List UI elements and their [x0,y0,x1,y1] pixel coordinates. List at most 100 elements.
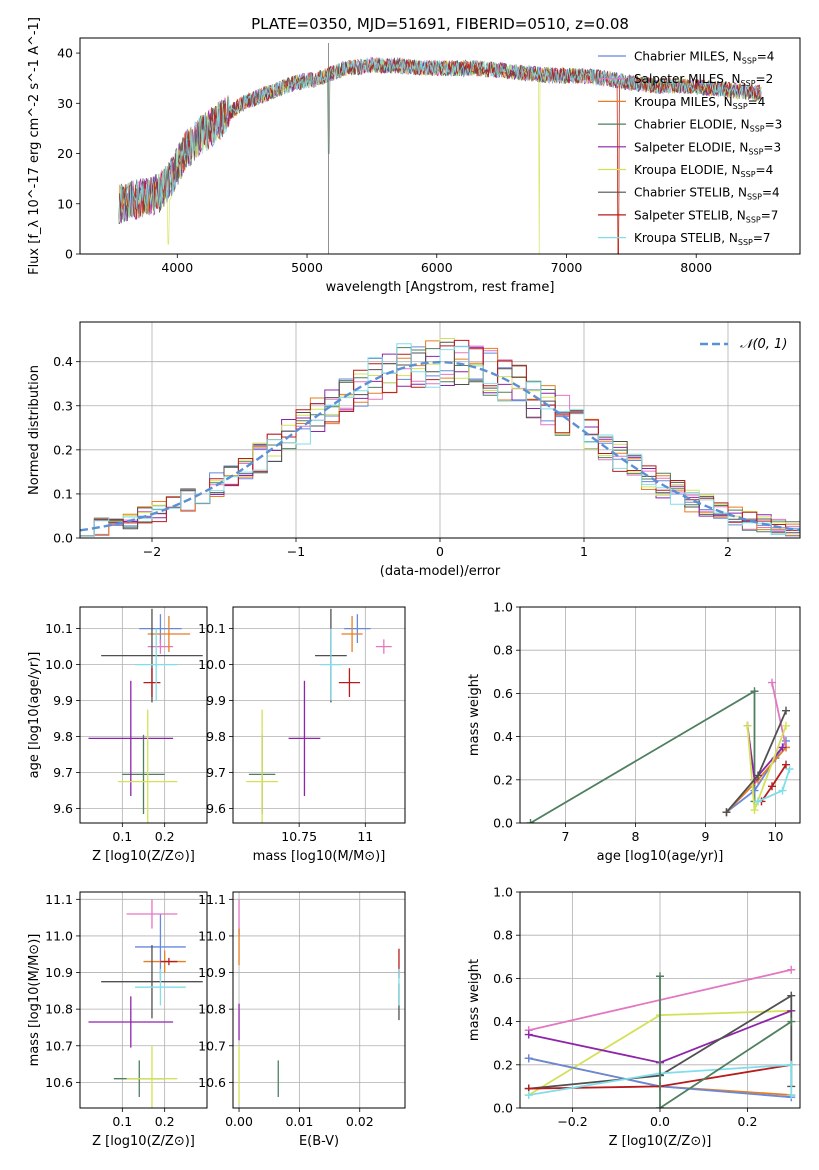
plot-frame [232,891,406,1109]
errorbar-5 [126,1045,178,1108]
weight-point-7-0 [524,1091,533,1100]
plot-frame [519,606,801,824]
legend-entry-7: Salpeter STELIB, NSSP=7 [598,208,778,224]
errorbar-0 [139,614,182,643]
x-tick-label-0: 0.00 [225,1114,253,1129]
y-tick-label-4: 40 [57,46,73,61]
y-tick-label-1: 9.7 [53,765,73,780]
y-axis-label: Flux [f_λ 10^-17 erg cm^-2 s^-1 A^-1] [27,17,42,275]
legend-entry-1: Salpeter MILES, NSSP=2 [598,72,773,88]
plot-area [238,899,400,1105]
weight-point-7-3 [787,1091,796,1100]
panel-weight_vs_Z: −0.2 0.0 0.2 0.0 0.2 0.4 0.6 0.8 1.0 Z [log10(Z/Z… [467,885,801,1149]
plot-frame [79,321,801,539]
weight-line-7 [528,1063,793,1096]
y-tick-label-3: 9.9 [206,693,226,708]
x-axis-label: (data-model)/error [380,564,501,579]
x-axis-label: Z [log10(Z/Z⊙)] [92,1134,195,1149]
y-tick-label-4: 10.0 [45,657,73,672]
y-tick-label-2: 9.8 [206,729,226,744]
x-tick-label-2: 0 [436,544,444,559]
weight-point-4-2 [778,743,787,752]
legend-entry-6: Chabrier STELIB, NSSP=4 [598,186,780,202]
errorbar-2 [147,616,191,652]
weight-line-6 [725,710,787,813]
normal-curve [80,360,800,532]
weight-point-5-1 [750,806,759,815]
x-tick-label-1: 11 [357,829,373,844]
y-tick-label-4: 10.0 [198,657,226,672]
y-tick-label-0: 0 [65,247,73,262]
plot-area [118,43,762,254]
panel-mass_vs_ebv: 0.00 0.01 0.02 10.6 10.7 10.8 10.9 11.0 11.1 E(B-… [198,891,406,1149]
errorbar-5 [118,709,178,823]
x-tick-label-0: 0.1 [112,1114,132,1129]
y-tick-label-0: 10.6 [198,1075,226,1090]
panel-spectrum: 4000 5000 6000 7000 8000 0 10 20 30 40 wavelength … [27,15,801,295]
weight-line-5 [528,994,793,1090]
weight-point-7-2 [787,1060,796,1069]
x-tick-label-4: 8000 [680,260,712,275]
y-tick-label-1: 0.2 [493,1057,513,1072]
errorbar-4 [288,680,321,796]
weight-point-0-0 [526,819,535,823]
panel-age_vs_mass: 10.75 11 9.6 9.7 9.8 9.9 10.0 10.1 mass [log10(M… [198,606,406,864]
y-tick-label-2: 0.4 [493,729,513,744]
panel-age_vs_Z: 0.1 0.2 9.6 9.7 9.8 9.9 10.0 10.1 Z [log10(Z/Z⊙)… [27,606,208,864]
y-tick-label-5: 1.0 [493,885,513,900]
plot-area [524,965,796,1108]
y-axis-label: mass weight [467,959,482,1041]
plot-frame [79,891,208,1109]
legend-entry-3: Chabrier ELODIE, NSSP=3 [598,118,782,134]
y-tick-label-4: 0.8 [493,643,513,658]
weight-point-8-1 [778,786,787,795]
plot-area [526,678,794,823]
y-tick-label-1: 10 [57,196,73,211]
x-tick-label-0: 0.1 [112,829,132,844]
weight-point-0-1 [750,687,759,696]
legend-entry-8: Kroupa STELIB, NSSP=7 [598,231,771,247]
panel-weight_vs_age: 7 8 9 10 0.0 0.2 0.4 0.6 0.8 1.0 age [log10(age/yr… [467,600,801,864]
weight-point-7-1 [768,782,776,791]
y-tick-label-3: 0.6 [493,971,513,986]
x-tick-label-1: 8 [632,829,640,844]
legend-label: Chabrier ELODIE, NSSP=3 [634,118,782,134]
hist-step-8 [80,343,800,537]
errorbar-6 [101,945,203,1019]
y-tick-label-2: 20 [57,146,73,161]
y-tick-label-0: 9.6 [53,801,73,816]
x-tick-label-3: 1 [580,544,588,559]
legend-label: Kroupa STELIB, NSSP=7 [634,231,771,247]
errorbar-8 [135,968,186,1006]
y-tick-label-1: 10.7 [45,1038,73,1053]
x-tick-label-2: 0.02 [346,1114,374,1129]
weight-point-6-2 [782,706,790,715]
weight-point-8-0 [656,972,664,981]
x-tick-label-3: 10 [768,829,784,844]
weight-point-5-2 [787,991,796,1000]
y-axis-label: Normed distribution [27,365,42,495]
weight-point-8-1 [656,1104,664,1108]
y-tick-label-4: 11.0 [45,928,73,943]
y-axis-label: mass weight [467,674,482,756]
errorbar-3 [122,734,165,814]
weight-point-6-0 [722,808,731,817]
y-tick-label-1: 0.1 [53,486,73,501]
x-axis-label: Z [log10(Z/Z⊙)] [92,849,195,864]
y-tick-label-3: 9.9 [53,693,73,708]
errorbar-8 [135,628,178,701]
chart-title: PLATE=0350, MJD=51691, FIBERID=0510, z=0… [251,15,629,33]
legend-label: Kroupa ELODIE, NSSP=4 [634,163,773,179]
x-tick-label-2: 9 [702,829,710,844]
plot-frame [79,37,801,255]
legend-entry-0: Chabrier MILES, NSSP=4 [598,50,774,66]
errorbar-4 [88,996,174,1048]
y-tick-label-4: 0.4 [53,354,73,369]
legend-entry-5: Kroupa ELODIE, NSSP=4 [598,163,773,179]
plot-frame [519,891,801,1109]
errorbar-8 [320,628,342,701]
errorbar-0 [344,614,371,643]
weight-point-2-0 [524,1030,533,1039]
x-axis-label: mass [log10(M/M⊙)] [253,849,386,864]
